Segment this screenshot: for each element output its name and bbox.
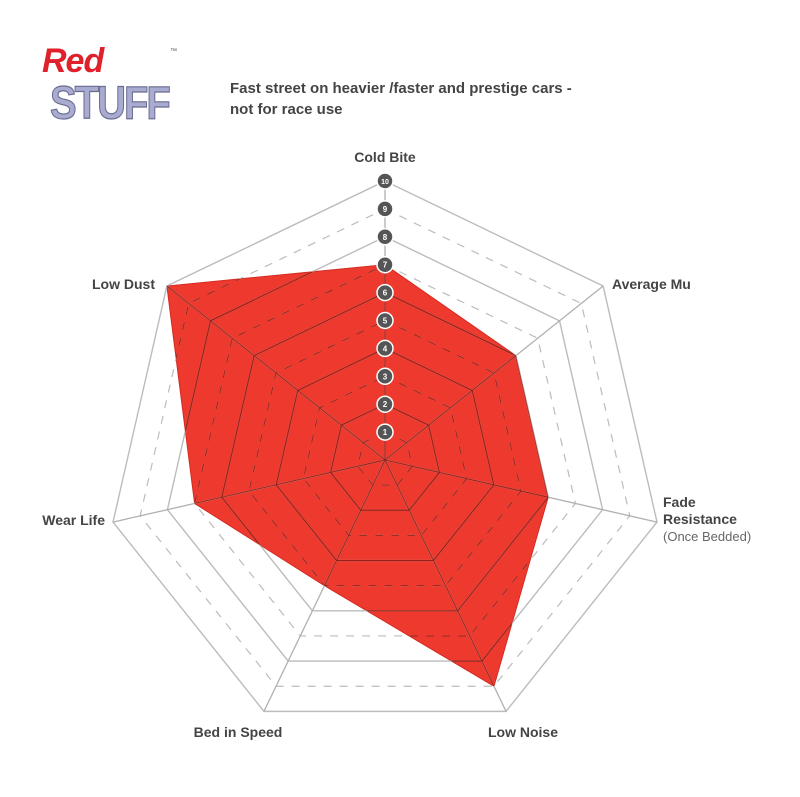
grid-ring-10	[112, 180, 658, 713]
axis-label: Low Noise	[488, 724, 558, 740]
axis-spoke-overlay	[384, 285, 549, 461]
grid-ring-overlay	[302, 375, 468, 536]
tick-label: 10	[381, 179, 389, 186]
axis-label: Cold Bite	[354, 149, 416, 165]
axis-label: Bed in Speed	[194, 724, 283, 740]
tick-label: 8	[383, 233, 388, 242]
tick-badge	[376, 395, 394, 413]
axis-spoke-overlay	[384, 459, 507, 687]
tick-badge	[376, 423, 394, 441]
tick-badge	[376, 172, 394, 190]
tick-badge	[376, 339, 394, 358]
tick-label: 1	[383, 428, 388, 437]
axis-label: Wear Life	[42, 512, 105, 528]
grid-ring-overlay	[221, 291, 549, 612]
axis-label: Fade	[663, 494, 696, 510]
axis-label: Average Mu	[612, 276, 691, 292]
tick-label: 5	[383, 317, 388, 326]
tick-badge	[376, 367, 394, 386]
tick-badge	[376, 200, 394, 218]
axis-label: Resistance	[663, 511, 737, 527]
redstuff-logo: Red STUFF ™	[42, 42, 182, 142]
axis-sublabel: (Once Bedded)	[663, 529, 751, 544]
tick-label: 7	[383, 261, 388, 270]
tick-badge	[376, 283, 394, 302]
tick-badge	[376, 228, 394, 246]
logo-red-text: Red	[42, 42, 104, 80]
grid-ring-overlay	[329, 403, 441, 511]
axis-spoke-overlay	[166, 459, 386, 523]
grid-ring-overlay	[166, 264, 549, 687]
tick-label: 9	[383, 205, 388, 214]
tick-badge	[376, 255, 394, 274]
axis-spoke-overlay	[384, 459, 549, 523]
grid-ring-7	[193, 264, 577, 637]
axis-spoke-overlay	[166, 285, 386, 461]
tick-label: 3	[383, 372, 388, 381]
subtitle-line-1: Fast street on heavier /faster and prest…	[230, 80, 572, 97]
grid-ring-overlay	[275, 347, 495, 562]
chart-subtitle: Fast street on heavier /faster and prest…	[230, 78, 650, 120]
grid-ring-overlay	[248, 319, 522, 587]
tick-label: 2	[383, 400, 388, 409]
logo-stuff-text: STUFF	[50, 77, 172, 129]
tick-label: 4	[383, 344, 388, 353]
logo-trademark: ™	[170, 48, 177, 55]
tick-badge	[376, 311, 394, 330]
axis-label: Low Dust	[92, 276, 155, 292]
tick-label: 6	[383, 289, 388, 298]
subtitle-line-2: not for race use	[230, 101, 343, 118]
grid-ring-overlay	[357, 431, 413, 486]
